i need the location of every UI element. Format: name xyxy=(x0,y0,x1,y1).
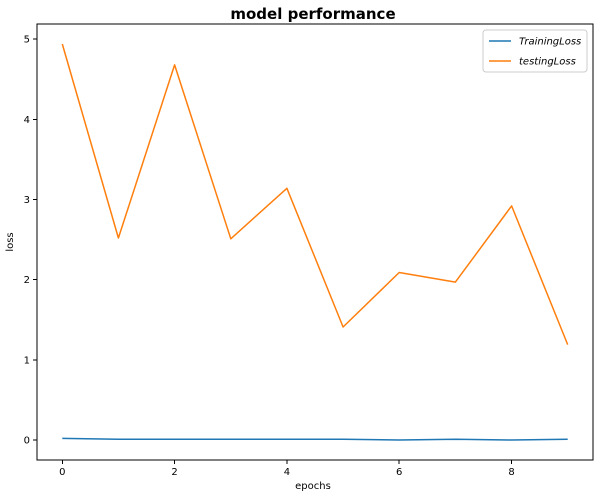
x-tick-label: 6 xyxy=(396,467,402,478)
y-tick-label: 5 xyxy=(24,35,30,46)
y-tick-label: 0 xyxy=(24,435,30,446)
axes-frame xyxy=(36,23,594,461)
legend-label-testingLoss: testingLoss xyxy=(519,57,576,68)
plot-area xyxy=(61,43,569,441)
chart-title: model performance xyxy=(230,5,395,23)
x-tick-label: 4 xyxy=(284,467,290,478)
x-tick-label: 0 xyxy=(59,467,65,478)
x-axis-label: epochs xyxy=(295,481,331,492)
y-tick-label: 4 xyxy=(24,115,30,126)
y-tick-label: 3 xyxy=(24,195,30,206)
legend-label-TrainingLoss: TrainingLoss xyxy=(519,37,581,48)
y-tick-label: 2 xyxy=(24,275,30,286)
y-axis-label: loss xyxy=(5,232,16,251)
legend: TrainingLoss testingLoss xyxy=(482,29,588,73)
series-line-testingLoss xyxy=(61,43,569,345)
x-axis: 0 2 4 6 8 xyxy=(59,460,515,478)
x-tick-label: 8 xyxy=(508,467,514,478)
x-tick-label: 2 xyxy=(171,467,177,478)
series-line-TrainingLoss xyxy=(62,437,568,441)
y-tick-label: 1 xyxy=(24,355,30,366)
y-axis: 0 1 2 3 4 5 xyxy=(24,35,37,446)
